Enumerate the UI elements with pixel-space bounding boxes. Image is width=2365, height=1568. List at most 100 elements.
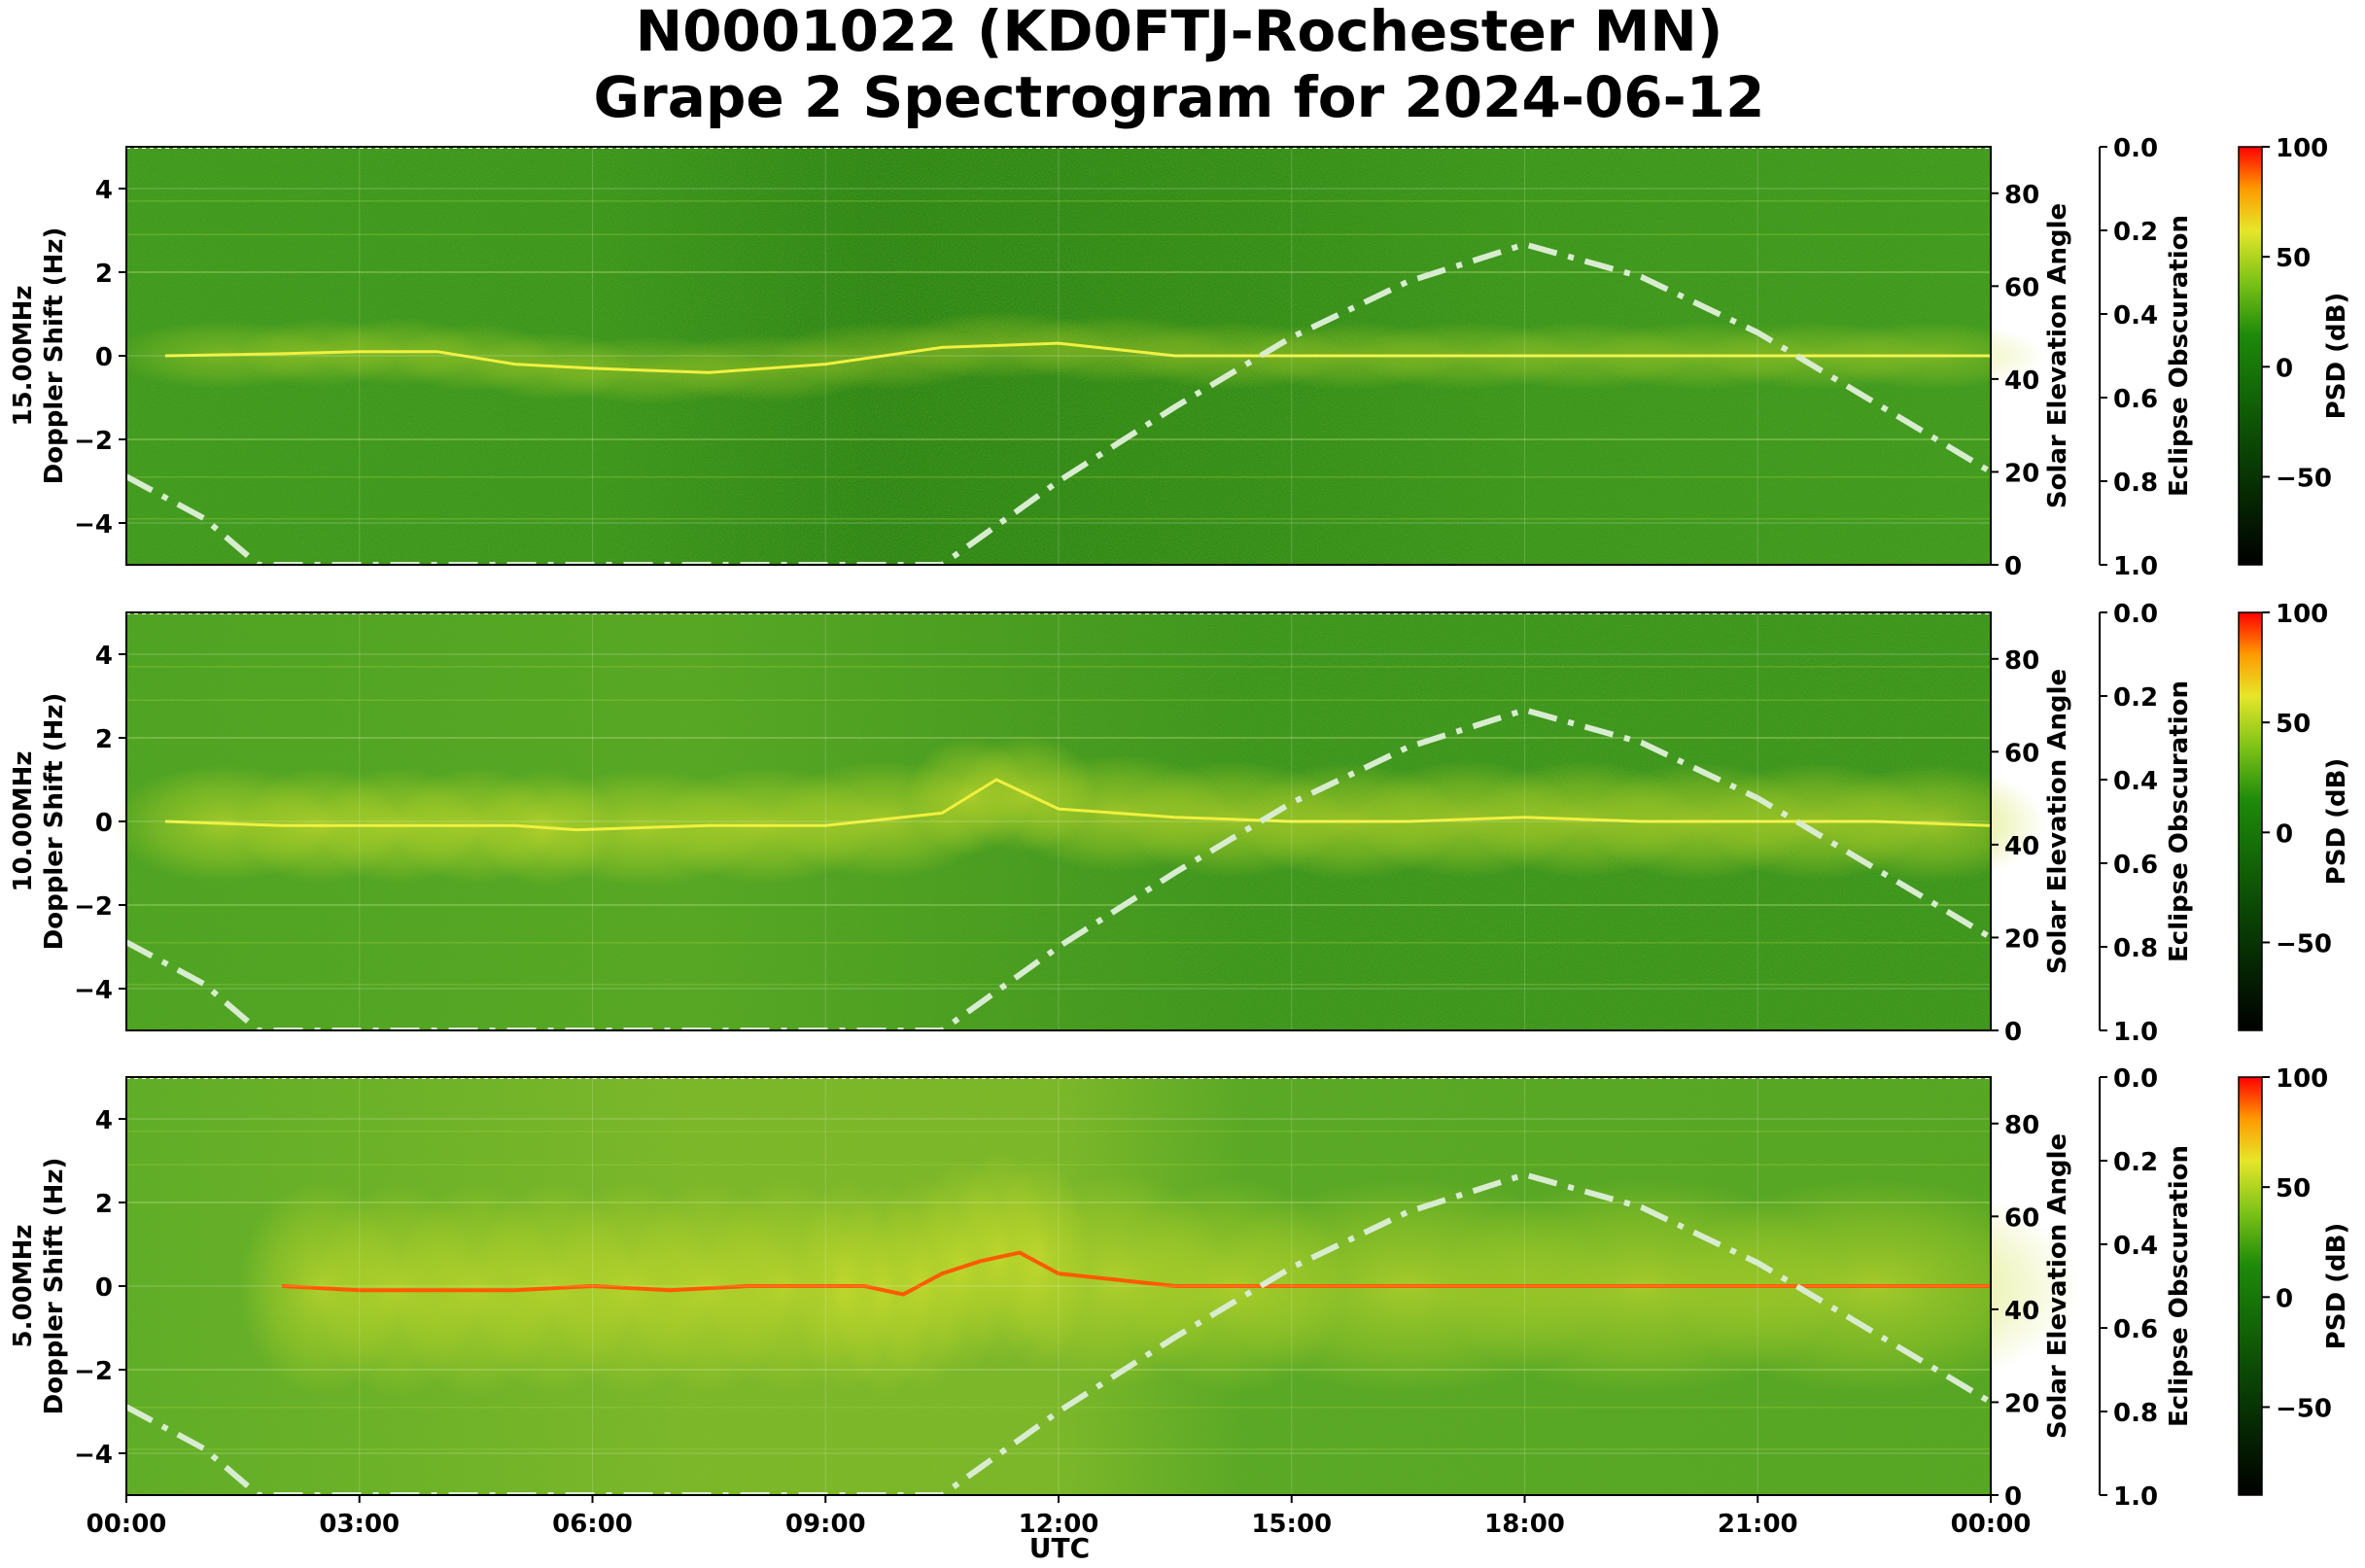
- eclipse-tick-label: 0.2: [2113, 683, 2158, 713]
- utc-x-axis: 00:00 03:00 06:00 09:00 12:00 15:00 18:00 21:00…: [87, 1495, 2032, 1539]
- frequency-label: 10.00MHz: [9, 750, 38, 891]
- eclipse-tick-label: 0.0: [2113, 134, 2158, 163]
- y-axis-label: Doppler Shift (Hz): [40, 693, 69, 951]
- solar-tick-label: 60: [2004, 739, 2039, 768]
- eclipse-tick-label: 0.2: [2113, 218, 2158, 247]
- y-axis-label: Doppler Shift (Hz): [40, 1158, 69, 1415]
- colorbar-tick-label: 0: [2276, 1284, 2293, 1313]
- y-tick-label: 0: [95, 1273, 113, 1303]
- figure-title-line2: Grape 2 Spectrogram for 2024-06-12: [594, 64, 1765, 130]
- x-tick-label: 00:00: [87, 1510, 167, 1539]
- x-axis-label: UTC: [1029, 1532, 1090, 1564]
- solar-tick-label: 60: [2004, 273, 2039, 302]
- eclipse-tick-label: 0.8: [2113, 469, 2158, 498]
- solar-elevation-curve: [126, 707, 1991, 1030]
- colorbar-tick-label: 0: [2276, 354, 2293, 383]
- y-tick-label: 2: [95, 260, 113, 289]
- eclipse-tick-label: 0.6: [2113, 1315, 2158, 1344]
- solar-elevation-axis-label: Solar Elevation Angle: [2043, 669, 2072, 974]
- eclipse-axis-label: Eclipse Obscuration: [2165, 215, 2194, 497]
- solar-tick-label: 0: [2004, 1018, 2022, 1047]
- solar-tick-label: 40: [2004, 366, 2039, 396]
- spectrogram-panel-15.00MHz: 420−2−415.00MHz Doppler Shift (Hz)8060402…: [9, 134, 2351, 581]
- y-tick-label: −4: [74, 1441, 113, 1470]
- colorbar-tick-label: 50: [2276, 1174, 2311, 1203]
- solar-tick-label: 20: [2004, 924, 2039, 954]
- solar-elevation-axis-label: Solar Elevation Angle: [2043, 1133, 2072, 1439]
- eclipse-tick-label: 0.8: [2113, 934, 2158, 963]
- colorbar-label: PSD (dB): [2322, 758, 2351, 886]
- solar-tick-label: 0: [2004, 552, 2022, 581]
- colorbar-tick-label: 100: [2276, 600, 2328, 629]
- eclipse-tick-label: 0.2: [2113, 1148, 2158, 1177]
- y-tick-label: 0: [95, 343, 113, 372]
- x-tick-label: 18:00: [1484, 1510, 1565, 1539]
- eclipse-tick-label: 1.0: [2113, 552, 2158, 581]
- x-tick-label: 21:00: [1718, 1510, 1798, 1539]
- y-tick-label: 4: [95, 642, 113, 671]
- y-tick-label: −2: [74, 892, 113, 922]
- solar-tick-label: 80: [2004, 1111, 2039, 1140]
- colorbar-tick-label: −50: [2276, 464, 2332, 493]
- eclipse-tick-label: 0.0: [2113, 1064, 2158, 1094]
- eclipse-tick-label: 0.4: [2113, 767, 2158, 796]
- solar-tick-label: 80: [2004, 646, 2039, 676]
- eclipse-axis-label: Eclipse Obscuration: [2165, 1145, 2194, 1427]
- eclipse-tick-label: 0.6: [2113, 385, 2158, 414]
- solar-tick-label: 20: [2004, 1389, 2039, 1418]
- eclipse-tick-label: 0.6: [2113, 851, 2158, 880]
- frequency-label: 15.00MHz: [9, 285, 38, 426]
- colorbar-tick-label: 0: [2276, 819, 2293, 849]
- colorbar-tick-label: 50: [2276, 710, 2311, 739]
- eclipse-tick-label: 1.0: [2113, 1018, 2158, 1047]
- colorbar-label: PSD (dB): [2322, 293, 2351, 420]
- eclipse-tick-label: 0.4: [2113, 301, 2158, 331]
- y-tick-label: −2: [74, 1357, 113, 1386]
- x-tick-label: 15:00: [1251, 1510, 1332, 1539]
- solar-tick-label: 40: [2004, 1297, 2039, 1326]
- doppler-trace-line: [164, 341, 1991, 374]
- colorbar-tick-label: −50: [2276, 1394, 2332, 1423]
- eclipse-axis-label: Eclipse Obscuration: [2165, 680, 2194, 962]
- eclipse-tick-label: 0.4: [2113, 1232, 2158, 1261]
- doppler-trace-line: [281, 1250, 1991, 1297]
- spectrogram-panel-10.00MHz: 420−2−410.00MHz Doppler Shift (Hz)8060402…: [9, 600, 2351, 1047]
- colorbar-tick-label: 100: [2276, 1064, 2328, 1094]
- x-tick-label: 09:00: [785, 1510, 866, 1539]
- y-tick-label: 0: [95, 809, 113, 838]
- solar-tick-label: 80: [2004, 181, 2039, 210]
- colorbar-tick-label: 100: [2276, 134, 2328, 163]
- doppler-trace-line: [164, 778, 1992, 832]
- solar-elevation-curve: [126, 1171, 1991, 1495]
- eclipse-tick-label: 0.0: [2113, 600, 2158, 629]
- x-tick-label: 03:00: [319, 1510, 400, 1539]
- y-axis-label: Doppler Shift (Hz): [40, 227, 69, 485]
- solar-elevation-axis-label: Solar Elevation Angle: [2043, 203, 2072, 508]
- solar-tick-label: 60: [2004, 1203, 2039, 1233]
- colorbar-tick-label: 50: [2276, 244, 2311, 273]
- x-tick-label: 00:00: [1951, 1510, 2032, 1539]
- colorbar: [2238, 146, 2263, 566]
- y-tick-label: −4: [74, 510, 113, 540]
- y-tick-label: −4: [74, 976, 113, 1005]
- x-tick-label: 12:00: [1019, 1510, 1099, 1539]
- x-tick-label: 06:00: [552, 1510, 633, 1539]
- colorbar: [2238, 611, 2263, 1031]
- colorbar-label: PSD (dB): [2322, 1223, 2351, 1350]
- solar-tick-label: 0: [2004, 1482, 2022, 1512]
- spectrogram-panel-5.00MHz: 420−2−45.00MHz Doppler Shift (Hz)80604020…: [9, 1064, 2351, 1512]
- colorbar: [2238, 1076, 2263, 1496]
- solar-tick-label: 20: [2004, 459, 2039, 488]
- eclipse-tick-label: 1.0: [2113, 1482, 2158, 1512]
- frequency-label: 5.00MHz: [9, 1225, 38, 1348]
- figure-title-line1: N0001022 (KD0FTJ-Rochester MN): [636, 0, 1723, 64]
- y-tick-label: 2: [95, 1190, 113, 1219]
- solar-elevation-curve: [126, 241, 1991, 565]
- eclipse-tick-label: 0.8: [2113, 1399, 2158, 1428]
- y-tick-label: −2: [74, 427, 113, 456]
- solar-tick-label: 40: [2004, 832, 2039, 861]
- y-tick-label: 4: [95, 1106, 113, 1135]
- y-tick-label: 4: [95, 176, 113, 205]
- y-tick-label: 2: [95, 725, 113, 754]
